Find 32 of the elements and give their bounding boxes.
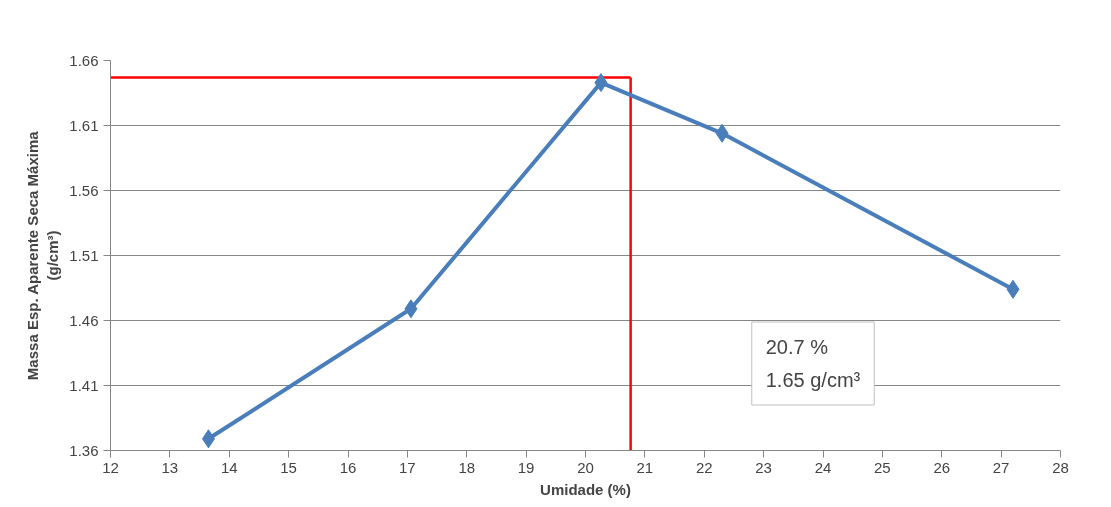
y-axis-title: Massa Esp. Aparente Seca Máxima (g/cm³) xyxy=(23,130,62,381)
x-axis-title: Umidade (%) xyxy=(540,480,631,498)
annotation: 20.7 % 1.65 g/cm³ xyxy=(765,336,861,391)
x-tick-label: 16 xyxy=(339,458,357,476)
x-tick-label: 14 xyxy=(220,458,238,476)
point xyxy=(715,123,729,143)
y-tick-label: 1.36 xyxy=(69,441,99,459)
y-tick-label: 1.66 xyxy=(69,51,99,69)
x-tick-label: 22 xyxy=(695,458,713,476)
x-tick-label: 21 xyxy=(636,458,654,476)
y-tick-label: 1.51 xyxy=(69,246,99,264)
x-tick-label: 17 xyxy=(399,458,416,476)
point xyxy=(404,299,418,319)
point xyxy=(1006,279,1020,299)
x-tick-label: 19 xyxy=(517,458,535,476)
x-tick-label: 20 xyxy=(577,458,594,476)
y-tick-label: 1.61 xyxy=(69,116,99,134)
x-tick-label: 18 xyxy=(458,458,476,476)
y-tick-label: 1.41 xyxy=(69,376,99,394)
x-tick-label: 28 xyxy=(1052,458,1069,476)
x-tick-label: 12 xyxy=(102,458,119,476)
y-tick-label: 1.56 xyxy=(69,181,99,199)
x-tick-label: 27 xyxy=(992,458,1010,476)
point xyxy=(201,429,215,449)
x-tick-label: 25 xyxy=(874,458,891,476)
x-tick-label: 15 xyxy=(280,458,297,476)
x-tick-label: 26 xyxy=(933,458,951,476)
x-tick-label: 24 xyxy=(814,458,832,476)
x-tick-label: 23 xyxy=(755,458,772,476)
y-tick-label: 1.46 xyxy=(69,311,99,329)
x-tick-label: 13 xyxy=(161,458,179,476)
point xyxy=(594,73,608,93)
